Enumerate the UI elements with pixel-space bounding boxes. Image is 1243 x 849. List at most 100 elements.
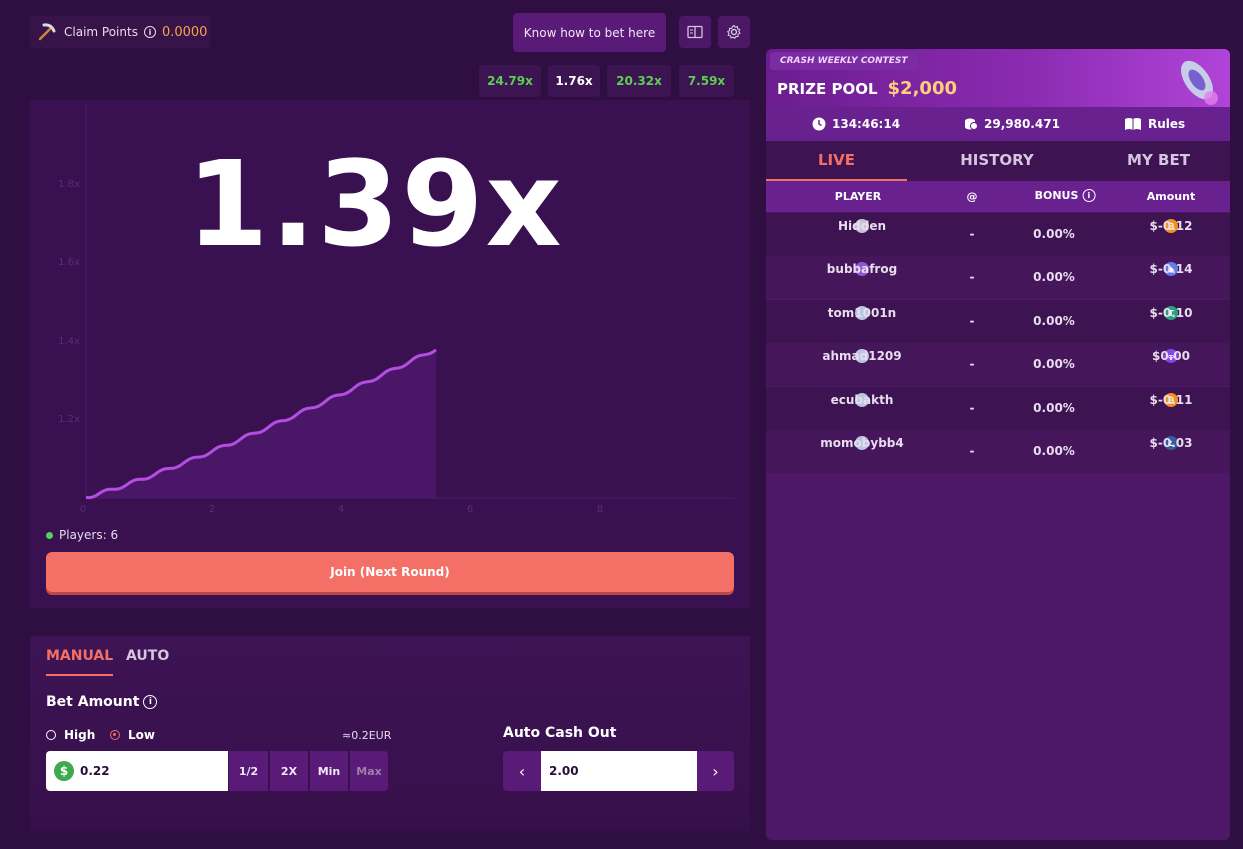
player-name: Hidden — [837, 219, 887, 233]
tab-manual[interactable]: MANUAL — [46, 648, 114, 676]
crash-chart: 1.8x 1.6x 1.4x 1.2x 0 2 4 6 8 — [58, 105, 735, 515]
amount-value: $-0.14 — [1149, 262, 1193, 276]
online-dot-icon — [46, 531, 53, 539]
amount-value: $-0.12 — [1149, 219, 1193, 233]
table-row[interactable]: bubbafrog - 0.00% ◆ $-0.14 — [766, 256, 1230, 299]
bets-tabs: LIVE HISTORY MY BET — [766, 141, 1230, 181]
prize-pool-label: PRIZE POOL — [777, 79, 878, 98]
decrease-cashout-button[interactable]: ‹ — [503, 751, 541, 791]
x-tick-label: 2 — [209, 504, 215, 515]
claim-points-label: Claim Points — [64, 25, 138, 39]
table-row[interactable]: ahmad1209 - 0.00% ∞ $0.00 — [766, 343, 1230, 386]
history-multiplier[interactable]: 24.79x — [479, 65, 541, 97]
chevron-right-icon: › — [712, 761, 719, 781]
players-count: Players: 6 — [46, 528, 118, 542]
radio-checked-icon — [110, 730, 120, 740]
current-multiplier: 1.39x — [186, 135, 564, 273]
claim-points-value: 0.0000 — [161, 24, 208, 40]
contest-tag: CRASH WEEKLY CONTEST — [770, 52, 918, 70]
table-row[interactable]: tom1001n - 0.00% T $-0.10 — [766, 300, 1230, 343]
info-icon[interactable]: i — [143, 26, 156, 38]
rocket-icon — [1181, 60, 1218, 105]
history-multiplier-label: 1.76x — [555, 74, 593, 88]
increase-cashout-button[interactable]: › — [697, 751, 734, 791]
book-icon — [687, 25, 703, 39]
contest-timer: 134:46:14 — [812, 117, 900, 131]
avatar — [855, 219, 869, 233]
claim-points-button[interactable]: Claim Points i 0.0000 — [30, 16, 210, 48]
x-tick-label: 6 — [467, 504, 473, 515]
amount-value: $-0.10 — [1149, 306, 1193, 320]
at-value: - — [969, 444, 975, 458]
contest-pool-count: 29,980.471 — [964, 117, 1060, 131]
tab-live[interactable]: LIVE — [766, 141, 907, 181]
litecoin-icon: Ł — [1164, 436, 1178, 450]
at-value: - — [969, 314, 975, 328]
curve-line — [85, 348, 437, 500]
amount-value: $0.00 — [1152, 349, 1190, 363]
table-row[interactable]: Hidden - 0.00% ₿ $-0.12 — [766, 213, 1230, 256]
tab-my-bet[interactable]: MY BET — [1127, 151, 1190, 169]
at-value: - — [969, 401, 975, 415]
tether-icon: T — [1164, 306, 1178, 320]
gear-icon — [726, 24, 741, 40]
risk-high-radio[interactable]: High — [46, 728, 95, 742]
history-multiplier-label: 24.79x — [487, 74, 533, 88]
auto-cashout-input[interactable]: 2.00 — [541, 751, 697, 791]
column-bonus-label: BONUS — [1034, 189, 1079, 202]
avatar — [855, 436, 869, 450]
know-how-to-bet-button[interactable]: Know how to bet here — [513, 13, 666, 52]
y-tick-label: 1.4x — [58, 336, 80, 347]
curve-area — [86, 349, 436, 498]
info-icon[interactable]: i — [143, 695, 158, 709]
auto-cashout-label: Auto Cash Out — [503, 725, 617, 741]
player-name: bubbafrog — [826, 262, 898, 276]
bet-panel — [30, 636, 750, 831]
half-bet-button[interactable]: 1/2 — [229, 751, 268, 791]
info-icon[interactable]: i — [1082, 189, 1096, 202]
at-value: - — [969, 227, 975, 241]
history-multiplier-label: 20.32x — [616, 74, 662, 88]
chevron-left-icon: ‹ — [518, 761, 526, 781]
x-tick-label: 4 — [338, 504, 344, 515]
double-bet-button[interactable]: 2X — [270, 751, 308, 791]
contest-stats-bar: 134:46:14 29,980.471 Rules — [766, 107, 1230, 141]
risk-low-radio[interactable]: Low — [110, 728, 155, 742]
avatar — [855, 393, 869, 407]
min-bet-button[interactable]: Min — [310, 751, 348, 791]
avatar — [855, 306, 869, 320]
history-multiplier[interactable]: 7.59x — [679, 65, 734, 97]
join-next-round-button[interactable]: Join (Next Round) — [46, 552, 734, 592]
player-name: ahmad1209 — [822, 349, 902, 363]
y-tick-label: 1.8x — [58, 179, 80, 190]
bonus-value: 0.00% — [1033, 357, 1075, 371]
table-row[interactable]: momobybb4 - 0.00% Ł $-0.03 — [766, 430, 1230, 473]
risk-high-label: High — [64, 728, 96, 742]
prize-pool: PRIZE POOL $2,000 — [777, 78, 957, 99]
radio-unchecked-icon — [46, 730, 56, 740]
history-multiplier[interactable]: 1.76x — [548, 65, 600, 97]
prize-pool-amount: $2,000 — [887, 78, 957, 99]
column-at: @ — [966, 190, 978, 203]
tab-history[interactable]: HISTORY — [960, 151, 1034, 169]
column-bonus: BONUS i — [1035, 189, 1096, 202]
max-bet-button[interactable]: Max — [350, 751, 388, 791]
bet-amount-input[interactable]: $ 0.22 — [46, 751, 228, 791]
column-amount: Amount — [1146, 190, 1196, 203]
avatar — [855, 349, 869, 363]
settings-button[interactable] — [718, 16, 750, 48]
crash-game-panel — [30, 100, 750, 608]
player-name: ecubakth — [830, 393, 894, 407]
table-row[interactable]: ecubakth - 0.00% ₿ $-0.11 — [766, 387, 1230, 430]
tab-auto[interactable]: AUTO — [126, 648, 170, 664]
pool-count-value: 29,980.471 — [984, 117, 1060, 131]
at-value: - — [969, 357, 975, 371]
at-value: - — [969, 270, 975, 284]
player-name: momobybb4 — [820, 436, 904, 450]
history-multiplier[interactable]: 20.32x — [607, 65, 671, 97]
guide-book-button[interactable] — [679, 16, 711, 48]
open-book-icon — [1125, 118, 1141, 130]
players-label: Players: 6 — [59, 528, 119, 542]
rules-link[interactable]: Rules — [1124, 117, 1185, 131]
bitcoin-icon: ₿ — [1164, 219, 1178, 233]
